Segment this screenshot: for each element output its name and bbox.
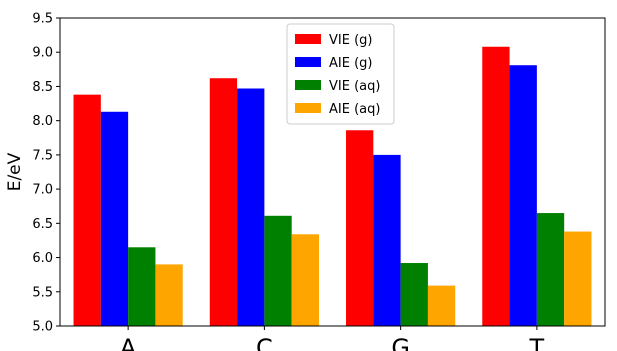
bar-aie-aq-a	[155, 264, 183, 326]
axes-layer	[59, 17, 606, 327]
legend-label-vie-g: VIE (g)	[329, 33, 372, 48]
legend: VIE (g) AIE (g) VIE (aq) AIE (aq)	[286, 23, 395, 125]
x-tick-label-c: C	[256, 334, 273, 351]
y-tick-label: 8.5	[32, 80, 53, 95]
y-axis-ticks: 5.0 5.5 6.0 6.5 7.0 7.5 8.0 8.5 9.0 9.5	[32, 12, 60, 335]
bar-vie-g-a	[73, 94, 101, 326]
legend-swatch-vie-aq	[295, 80, 321, 90]
y-tick-label: 8.0	[32, 114, 53, 129]
x-tick-label-g: G	[391, 334, 410, 351]
legend-label-aie-aq: AIE (aq)	[329, 102, 380, 117]
bar-aie-aq-g	[427, 285, 456, 326]
bar-aie-g-c	[237, 88, 265, 326]
x-tick-label-a: A	[120, 334, 137, 351]
y-tick-label: 6.0	[32, 251, 53, 266]
y-axis-title: E/eV	[5, 152, 25, 191]
legend-label-aie-g: AIE (g)	[329, 56, 372, 71]
y-tick-label: 6.5	[32, 217, 53, 232]
y-tick-label: 5.0	[32, 320, 53, 335]
y-tick-label: 7.0	[32, 183, 53, 198]
x-tick-label-t: T	[529, 334, 545, 351]
bars-layer	[73, 46, 592, 327]
legend-label-vie-aq: VIE (aq)	[329, 79, 380, 94]
legend-swatch-vie-g	[295, 34, 321, 44]
legend-swatch-aie-aq	[295, 103, 321, 113]
bar-vie-g-c	[209, 78, 238, 326]
bar-vie-aq-t	[536, 213, 565, 326]
bar-aie-aq-c	[291, 234, 319, 326]
y-tick-label: 9.5	[32, 12, 53, 27]
bar-vie-aq-c	[264, 215, 292, 326]
y-tick-label: 7.5	[32, 148, 53, 163]
bar-vie-aq-g	[400, 263, 428, 326]
bar-aie-aq-t	[564, 231, 592, 326]
y-tick-label: 9.0	[32, 46, 53, 61]
legend-box	[286, 23, 395, 125]
bar-vie-g-t	[482, 46, 510, 326]
plot-frame	[59, 17, 606, 327]
y-tick-label: 5.5	[32, 285, 53, 300]
bar-aie-g-t	[509, 65, 537, 326]
bar-vie-aq-a	[128, 247, 156, 326]
bar-aie-g-g	[373, 154, 401, 326]
bar-aie-g-a	[100, 111, 129, 327]
bar-vie-g-g	[346, 130, 374, 326]
legend-swatch-aie-g	[295, 57, 321, 67]
